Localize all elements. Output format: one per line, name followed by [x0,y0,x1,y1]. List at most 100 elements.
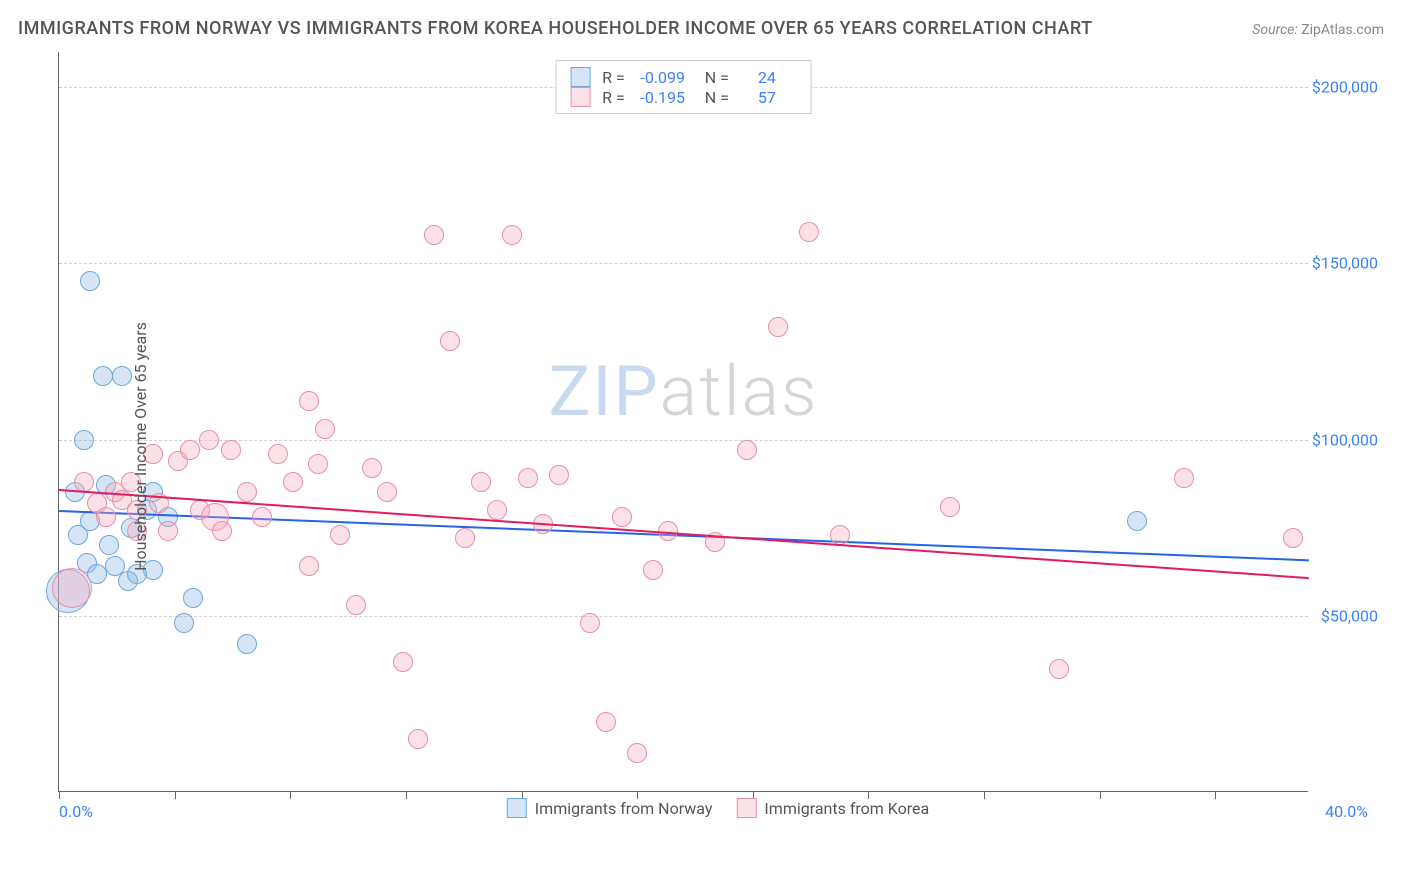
data-point [518,468,538,488]
y-tick-label: $50,000 [1308,606,1378,625]
data-point [940,497,960,517]
gridline [59,263,1308,264]
data-point [471,472,491,492]
y-tick-label: $200,000 [1308,78,1378,97]
data-point [346,595,366,615]
source-value: ZipAtlas.com [1301,22,1384,38]
source-label: Source: [1252,22,1297,38]
data-point [93,366,113,386]
n-label: N = [705,68,729,87]
data-point [1127,511,1147,531]
x-tick [175,791,176,799]
data-point [308,454,328,474]
data-point [549,465,569,485]
n-label: N = [705,88,729,107]
legend-item: Immigrants from Norway [507,798,713,818]
data-point [408,729,428,749]
x-tick [1215,791,1216,799]
data-point [252,507,272,527]
n-value: 24 [737,68,797,87]
data-point [596,712,616,732]
data-point [237,634,257,654]
data-point [158,521,178,541]
data-point [74,472,94,492]
legend-label: Immigrants from Korea [764,799,929,818]
legend-item: Immigrants from Korea [736,798,929,818]
data-point [580,613,600,633]
data-point [424,225,444,245]
data-point [1283,528,1303,548]
data-point [737,440,757,460]
data-point [283,472,303,492]
data-point [212,521,232,541]
data-point [183,588,203,608]
y-axis-label: Householder Income Over 65 years [131,322,150,571]
n-value: 57 [737,88,797,107]
data-point [330,525,350,545]
data-point [174,613,194,633]
data-point [299,391,319,411]
x-axis-min-label: 0.0% [59,802,93,821]
r-value: -0.099 [633,68,693,87]
x-tick [59,791,60,799]
x-tick [984,791,985,799]
data-point [74,430,94,450]
x-tick [406,791,407,799]
data-point [1174,468,1194,488]
data-point [1049,659,1069,679]
data-point [627,743,647,763]
data-point [440,331,460,351]
data-point [377,482,397,502]
data-point [768,317,788,337]
legend-swatch [570,67,590,87]
data-point [52,568,92,608]
legend-swatch [736,798,756,818]
data-point [830,525,850,545]
data-point [221,440,241,460]
data-point [96,507,116,527]
data-point [237,482,257,502]
data-point [362,458,382,478]
r-value: -0.195 [633,88,693,107]
watermark-atlas: atlas [660,351,819,433]
plot-region: ZIPatlas R =-0.099N =24R =-0.195N =57 $5… [58,52,1308,792]
legend-swatch [507,798,527,818]
series-legend: Immigrants from Norway Immigrants from Ko… [507,798,929,818]
data-point [268,444,288,464]
chart-title: IMMIGRANTS FROM NORWAY VS IMMIGRANTS FRO… [18,18,1093,39]
r-label: R = [602,68,625,87]
legend-label: Immigrants from Norway [535,799,713,818]
r-label: R = [602,88,625,107]
y-tick-label: $150,000 [1308,254,1378,273]
trend-line [59,510,1309,561]
data-point [112,366,132,386]
data-point [612,507,632,527]
source-attribution: Source: ZipAtlas.com [1252,22,1384,38]
data-point [299,556,319,576]
trend-line [59,489,1309,579]
data-point [455,528,475,548]
legend-swatch [570,87,590,107]
gridline [59,440,1308,441]
chart-area: ZIPatlas R = -0.099 N = 24 R = -0.195 N = 57 $5… [58,52,1378,822]
gridline [59,616,1308,617]
watermark-zip: ZIP [549,351,660,433]
data-point [393,652,413,672]
data-point [502,225,522,245]
legend-stat-row: R = -0.195 N = 57 [570,87,797,107]
data-point [643,560,663,580]
watermark: ZIPatlas [549,351,819,433]
x-tick [290,791,291,799]
legend-stat-row: R = -0.099 N = 24 [570,67,797,87]
x-tick [1100,791,1101,799]
data-point [99,535,119,555]
data-point [80,271,100,291]
data-point [487,500,507,520]
correlation-legend: R = -0.099 N = 24 R = -0.195 N = 57 [555,60,812,114]
data-point [180,440,200,460]
y-tick-label: $100,000 [1308,430,1378,449]
x-axis-max-label: 40.0% [1325,802,1368,821]
data-point [315,419,335,439]
data-point [799,222,819,242]
data-point [199,430,219,450]
